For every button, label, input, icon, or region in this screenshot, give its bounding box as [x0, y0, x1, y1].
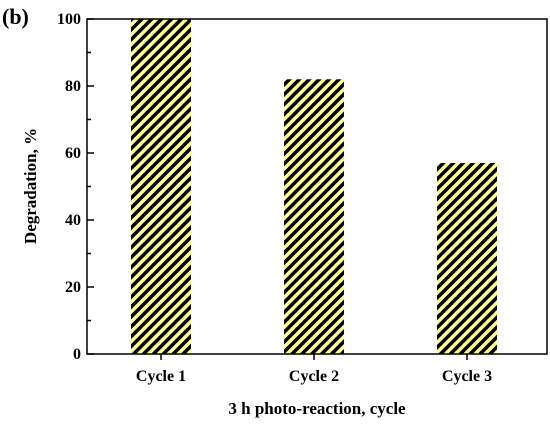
y-tick-label: 80 [65, 78, 81, 95]
bars-group [131, 19, 497, 355]
y-axis: 0 20 40 60 80 100 [57, 11, 94, 363]
y-tick-label: 20 [65, 279, 81, 296]
y-tick-label: 40 [65, 212, 81, 229]
x-tick-label-cycle-2: Cycle 2 [289, 368, 339, 385]
panel-label: (b) [2, 4, 29, 29]
y-axis-title: Degradation, % [21, 128, 40, 244]
x-tick-label-cycle-3: Cycle 3 [442, 368, 492, 385]
x-axis-title: 3 h photo-reaction, cycle [228, 399, 406, 418]
x-axis: Cycle 1 Cycle 2 Cycle 3 [136, 354, 492, 385]
bar-cycle-1 [131, 19, 191, 354]
bar-cycle-2 [284, 79, 344, 355]
x-tick-label-cycle-1: Cycle 1 [136, 368, 186, 385]
y-tick-label: 0 [73, 346, 81, 363]
y-tick-label: 60 [65, 145, 81, 162]
bar-cycle-3 [437, 163, 497, 354]
y-tick-label: 100 [57, 11, 81, 28]
